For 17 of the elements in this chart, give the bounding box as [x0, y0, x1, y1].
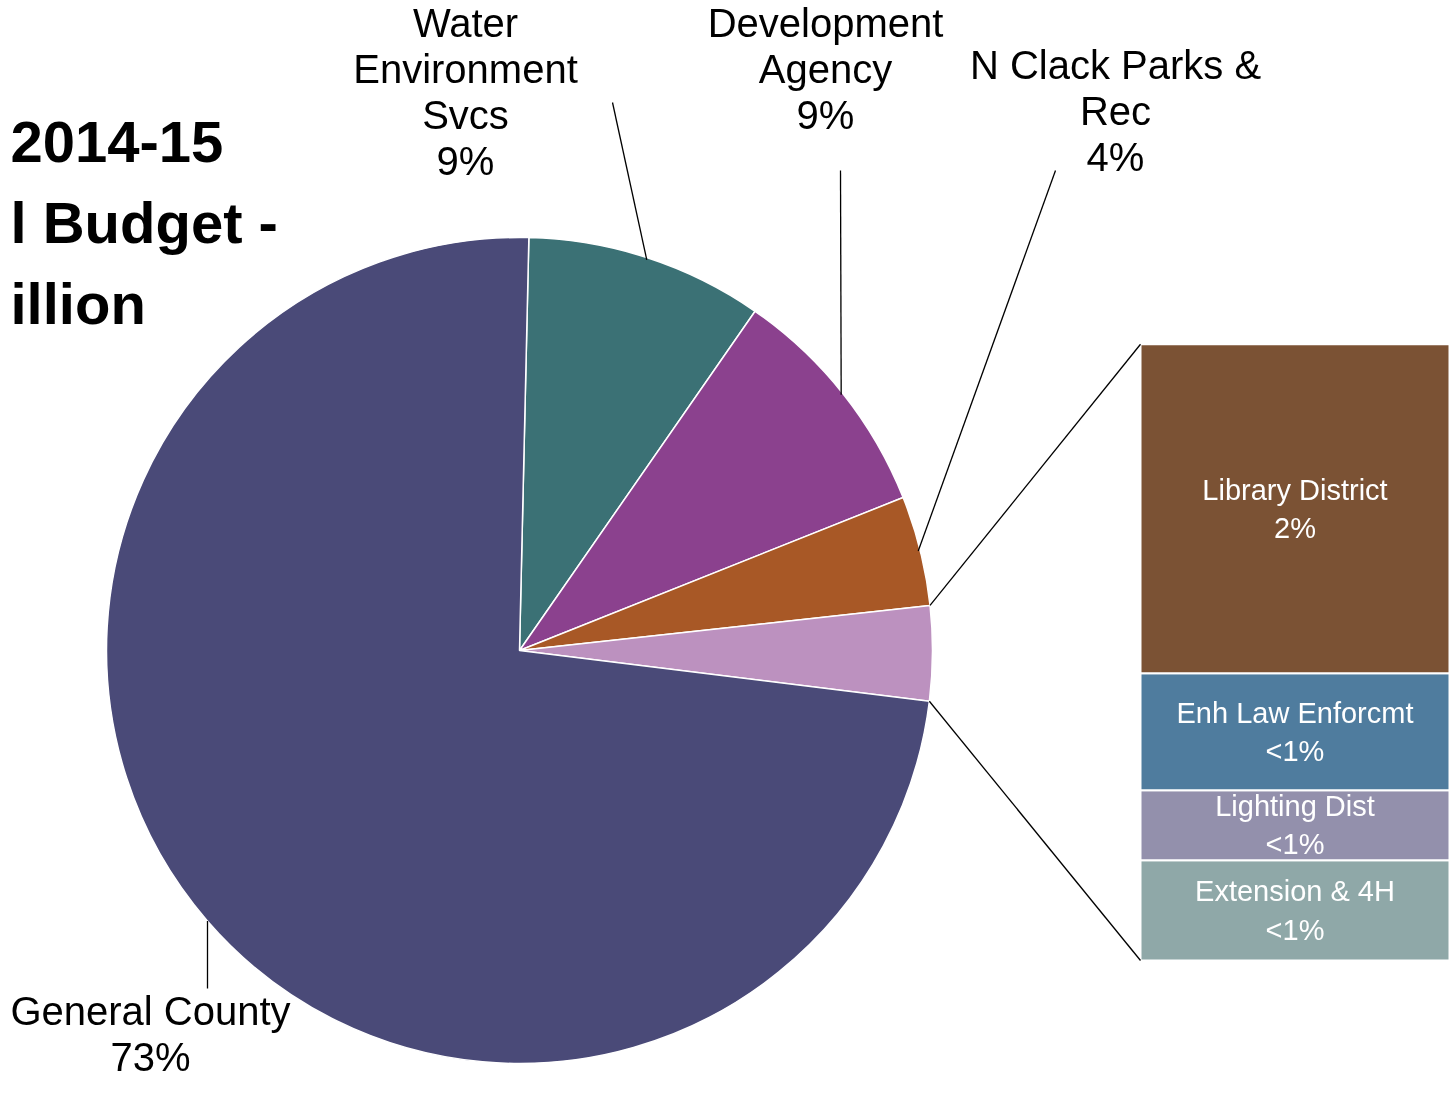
- data-label: 9%: [436, 139, 495, 184]
- series-label: Lighting Dist: [1215, 790, 1375, 823]
- text: 2014-15 l Budget - illion: [10, 108, 278, 336]
- data-label: 9%: [796, 92, 855, 137]
- slice-label: N Clack Parks & Rec: [969, 42, 1262, 133]
- data-label: <1%: [1265, 913, 1325, 946]
- slice-label: Development Agency: [707, 0, 944, 91]
- slice-label: General County: [10, 988, 291, 1033]
- slice-label: Water Environment Svcs: [353, 0, 578, 137]
- data-label: <1%: [1265, 828, 1325, 861]
- data-label: 2%: [1274, 511, 1316, 544]
- series-label: Extension & 4H: [1195, 875, 1395, 908]
- data-label: 73%: [110, 1034, 191, 1079]
- data-label: 4%: [1086, 134, 1145, 179]
- data-label: <1%: [1265, 734, 1325, 767]
- series-label: Library District: [1202, 473, 1388, 506]
- series-label: Enh Law Enforcmt: [1176, 696, 1414, 729]
